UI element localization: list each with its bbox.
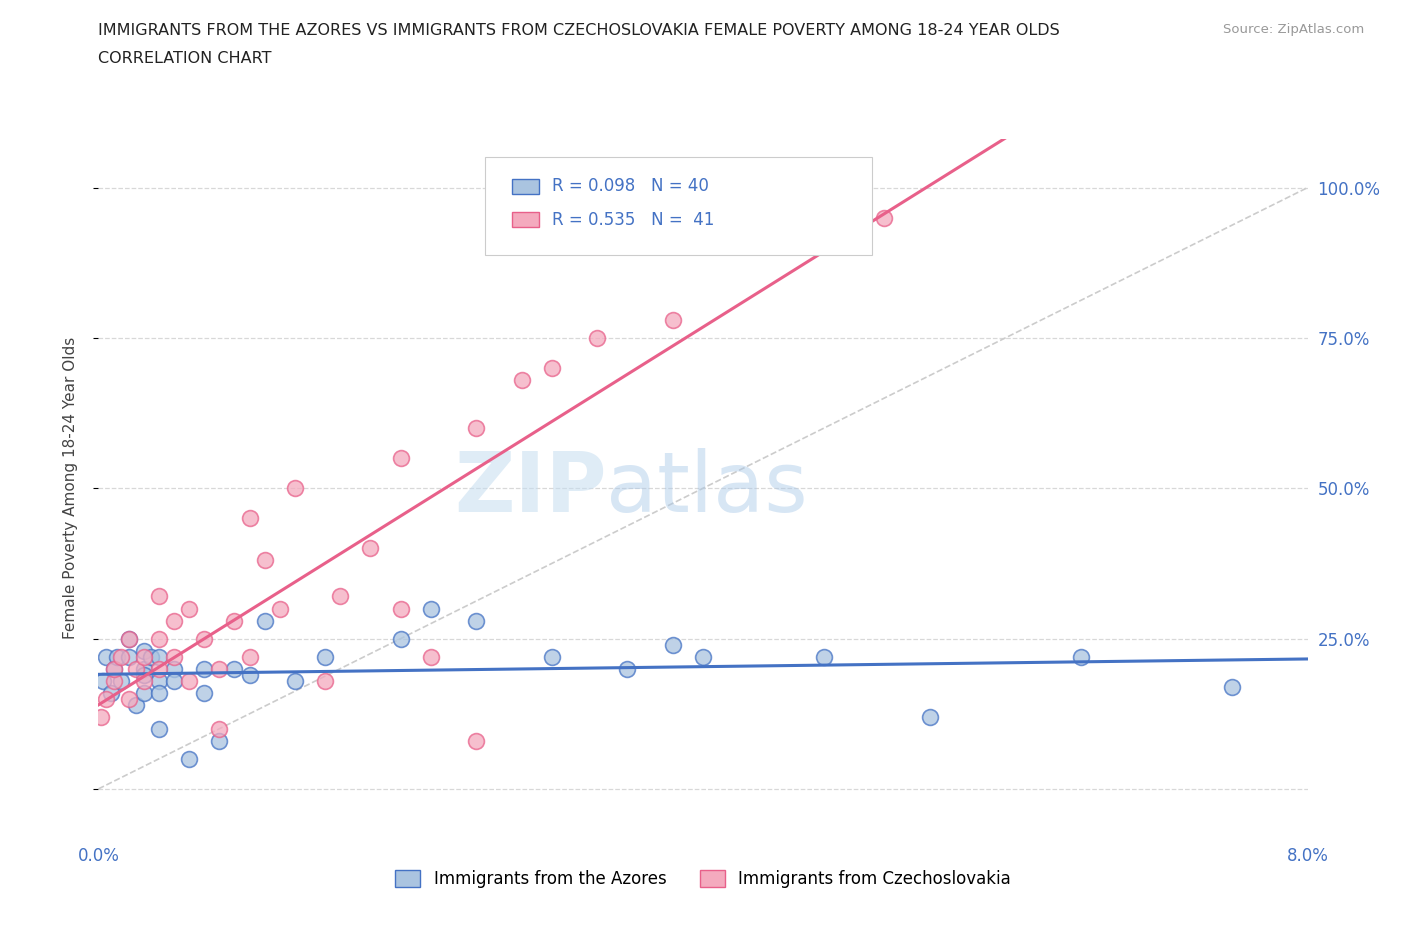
Point [918,710,941,724]
Point [94,691,117,706]
Point [253,553,276,568]
Point [148,673,170,688]
Point [193,631,215,646]
Point [118,691,141,706]
Point [314,673,336,688]
Point [148,589,170,604]
Point [193,685,215,700]
Point [179,751,201,766]
Point [465,613,488,628]
Point [224,661,246,676]
Text: CORRELATION CHART: CORRELATION CHART [98,51,271,66]
Point [465,734,488,749]
Point [284,481,307,496]
Point [420,601,443,616]
Point [360,541,382,556]
Text: R = 0.098   N = 40: R = 0.098 N = 40 [553,178,709,195]
Point [100,685,122,700]
Point [510,373,533,388]
Point [253,613,276,628]
Legend: Immigrants from the Azores, Immigrants from Czechoslovakia: Immigrants from the Azores, Immigrants f… [388,863,1018,895]
Point [541,649,564,664]
Point [692,649,714,664]
Point [125,698,148,712]
Point [284,673,307,688]
Point [179,673,201,688]
Point [420,649,443,664]
Point [118,649,141,664]
Point [94,649,117,664]
Text: R = 0.535   N =  41: R = 0.535 N = 41 [553,211,714,229]
Text: IMMIGRANTS FROM THE AZORES VS IMMIGRANTS FROM CZECHOSLOVAKIA FEMALE POVERTY AMON: IMMIGRANTS FROM THE AZORES VS IMMIGRANTS… [98,23,1060,38]
Point [110,673,132,688]
Text: atlas: atlas [606,447,808,529]
Text: Source: ZipAtlas.com: Source: ZipAtlas.com [1223,23,1364,36]
Point [103,661,125,676]
Point [465,420,488,435]
Bar [512,212,538,228]
Point [329,589,352,604]
Point [208,734,231,749]
Point [105,649,128,664]
Point [873,210,896,225]
Point [193,661,215,676]
Point [125,661,148,676]
Point [148,661,170,676]
Point [662,312,685,327]
Point [141,649,163,664]
Point [103,661,125,676]
Point [208,661,231,676]
Point [541,361,564,376]
Point [118,631,141,646]
Point [163,649,186,664]
Point [132,667,155,682]
Point [239,649,262,664]
Point [813,210,835,225]
Point [148,722,170,737]
Point [179,601,201,616]
Point [389,451,412,466]
Point [132,649,155,664]
Text: ZIP: ZIP [454,447,606,529]
Point [389,601,412,616]
Point [239,667,262,682]
Point [1070,649,1092,664]
Point [148,649,170,664]
Point [148,631,170,646]
Point [224,613,246,628]
Point [389,631,412,646]
Point [586,330,609,345]
Point [118,631,141,646]
Point [110,649,132,664]
Y-axis label: Female Poverty Among 18-24 Year Olds: Female Poverty Among 18-24 Year Olds [63,338,77,640]
Point [163,673,186,688]
Bar [512,179,538,194]
FancyBboxPatch shape [485,157,872,255]
Point [239,511,262,525]
Point [208,722,231,737]
Point [314,649,336,664]
Point [103,673,125,688]
Point [148,685,170,700]
Point [90,710,112,724]
Point [163,661,186,676]
Point [91,673,114,688]
Point [662,637,685,652]
Point [616,661,638,676]
Point [813,649,835,664]
Point [132,644,155,658]
Point [163,613,186,628]
Point [132,661,155,676]
Point [132,673,155,688]
Point [1220,679,1243,694]
Point [132,685,155,700]
Point [737,210,759,225]
Point [269,601,291,616]
